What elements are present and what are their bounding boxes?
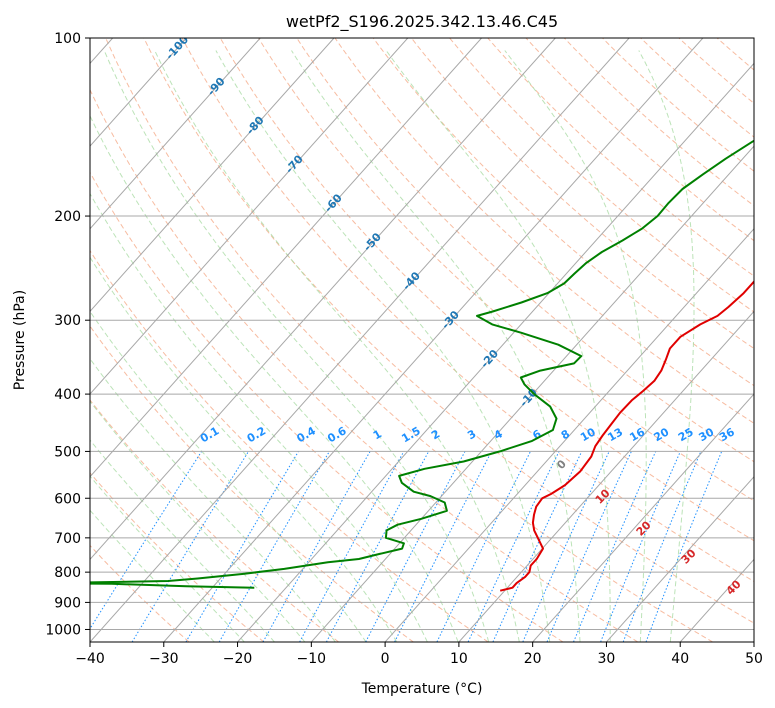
plot-frame [89, 37, 755, 643]
y-tick-label: 100 [54, 31, 81, 47]
moist-adiabat-line [90, 310, 367, 642]
mixing-ratio-line [645, 451, 723, 642]
y-axis-label: Pressure (hPa) [12, 290, 28, 390]
dry-adiabat-line [181, 38, 754, 583]
dry-adiabat-line [90, 325, 414, 642]
mixing-ratio-line [573, 451, 657, 642]
mixing-ratio-line [299, 451, 405, 642]
isotherm-line [90, 38, 409, 395]
moist-adiabat-line [90, 192, 428, 642]
x-tick-label: 0 [381, 651, 390, 667]
mixing-ratio-line [90, 451, 203, 630]
dry-adiabats [90, 38, 754, 642]
moist-adiabat-line [638, 50, 695, 642]
y-axis-ticks: 1000 900 800 700 600 500 400 300 200 100 [45, 31, 90, 638]
dry-adiabat-line [525, 38, 754, 242]
dry-adiabat-line [334, 38, 754, 424]
isotherm-line [90, 38, 335, 313]
y-tick-label: 600 [54, 491, 81, 507]
isotherm-line [310, 145, 754, 642]
moist-adiabat-line [103, 50, 490, 642]
y-tick-label: 1000 [45, 622, 81, 638]
x-tick-label: 50 [745, 651, 763, 667]
isotherm-line [384, 227, 754, 642]
dry-adiabat-line [143, 38, 754, 624]
isotherm-line [237, 62, 754, 642]
y-tick-label: 200 [54, 209, 81, 225]
data-series [90, 139, 754, 592]
x-tick-label: −30 [149, 651, 179, 667]
mixing-ratio-line [467, 451, 560, 642]
dry-adiabat-line [219, 38, 754, 542]
dry-adiabat-line [449, 38, 754, 313]
mixing-ratio-lines [90, 451, 723, 642]
y-tick-label: 400 [54, 387, 81, 403]
dry-adiabat-line [296, 38, 754, 463]
dry-adiabat-line [258, 38, 754, 502]
moist-adiabat-line [90, 509, 215, 642]
moist-adiabat-line [90, 475, 245, 642]
isotherm-line [90, 38, 187, 147]
moist-adiabat-line [90, 114, 459, 642]
y-tick-label: 700 [54, 531, 81, 547]
mixing-ratio-line [622, 451, 702, 642]
mixing-ratio-line [262, 451, 371, 642]
x-tick-label: 10 [450, 651, 468, 667]
y-tick-label: 500 [54, 444, 81, 460]
moist-adiabat-line [90, 256, 398, 642]
dry-adiabat-line [90, 88, 639, 642]
isotherm-line [532, 393, 754, 642]
mixing-ratio-line [218, 451, 330, 642]
x-tick-label: 20 [524, 651, 542, 667]
y-tick-label: 800 [54, 565, 81, 581]
dry-adiabat-line [90, 399, 339, 642]
chart-title: wetPf2_S196.2025.342.13.46.C45 [286, 12, 558, 32]
dry-adiabat-line [411, 38, 754, 350]
mixing-ratio-line [365, 451, 466, 642]
y-tick-label: 300 [54, 313, 81, 329]
y-tick-label: 900 [54, 595, 81, 611]
isotherm-line [90, 38, 630, 642]
dry-adiabat-line [602, 38, 754, 172]
temperature-profile [499, 280, 754, 592]
mixing-ratio-line [131, 451, 249, 642]
dry-adiabat-line [105, 38, 713, 642]
moist-adiabat-line [215, 50, 551, 642]
isotherm-line [90, 38, 261, 230]
x-tick-label: 40 [671, 651, 689, 667]
isotherm-line [163, 38, 704, 642]
dewpoint-profile [90, 139, 754, 589]
isobar-grid [90, 38, 754, 630]
isotherm-line [90, 38, 556, 561]
isotherm-line [606, 475, 754, 642]
isotherm-lines [90, 38, 754, 642]
mixing-ratio-line [394, 451, 493, 642]
dry-adiabat-line [90, 249, 489, 642]
dry-adiabat-line [90, 171, 564, 642]
moist-adiabat-line [504, 50, 647, 642]
x-axis-ticks: −40 −30 −20 −10 0 10 20 30 40 50 [75, 642, 763, 667]
mixing-ratio-line [325, 451, 430, 642]
x-tick-label: −40 [75, 651, 105, 667]
moist-adiabats [90, 50, 695, 642]
isotherm-line [90, 38, 482, 478]
moist-adiabat-line [90, 400, 306, 642]
x-tick-label: −20 [223, 651, 253, 667]
mixing-ratio-line [600, 451, 681, 642]
x-tick-label: 30 [598, 651, 616, 667]
isotherm-line [458, 310, 754, 642]
moist-adiabat-line [291, 50, 581, 642]
mixing-ratio-line [436, 451, 531, 642]
x-tick-label: −10 [297, 651, 327, 667]
moist-adiabat-line [90, 439, 275, 642]
moist-adiabat-line [154, 50, 520, 642]
dry-adiabat-line [372, 38, 754, 387]
x-axis-label: Temperature (°C) [361, 681, 483, 697]
